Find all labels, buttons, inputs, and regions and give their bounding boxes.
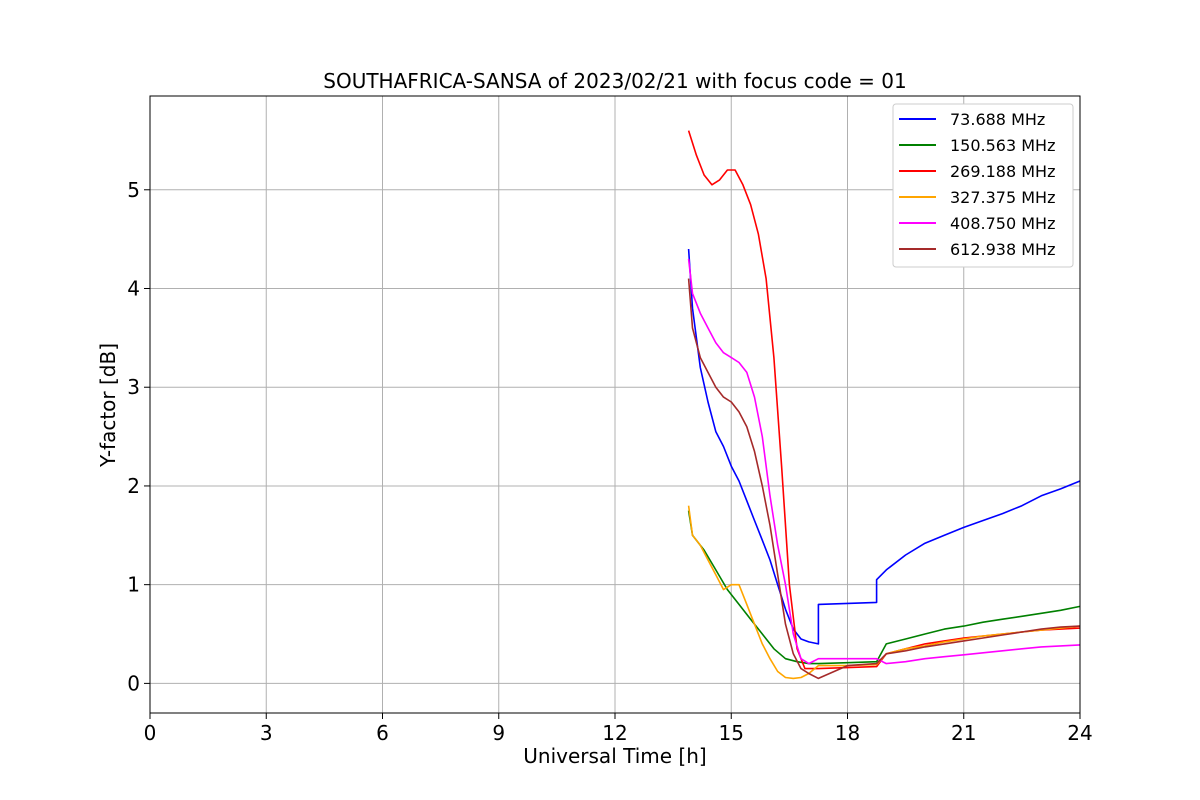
legend-label: 408.750 MHz bbox=[950, 214, 1055, 233]
y-tick-label: 5 bbox=[127, 178, 140, 202]
x-tick-label: 15 bbox=[719, 721, 744, 745]
x-tick-label: 3 bbox=[260, 721, 273, 745]
legend-label: 150.563 MHz bbox=[950, 136, 1055, 155]
y-tick-label: 2 bbox=[127, 474, 140, 498]
legend: 73.688 MHz 150.563 MHz 269.188 MHz 327.375 … bbox=[892, 103, 1074, 268]
series-lines bbox=[687, 130, 1081, 680]
grid bbox=[149, 96, 1081, 713]
legend-label: 269.188 MHz bbox=[950, 162, 1055, 181]
series-line bbox=[687, 248, 1081, 645]
y-tick-label: 4 bbox=[127, 277, 140, 301]
x-tick-label: 24 bbox=[1067, 721, 1092, 745]
x-axis-title: Universal Time [h] bbox=[523, 744, 706, 768]
x-tick-label: 6 bbox=[376, 721, 389, 745]
y-tick-label: 1 bbox=[127, 573, 140, 597]
series-line bbox=[687, 510, 1081, 665]
legend-label: 327.375 MHz bbox=[950, 188, 1055, 207]
x-tick-label: 12 bbox=[602, 721, 627, 745]
x-tick-label: 9 bbox=[492, 721, 505, 745]
series-line bbox=[687, 505, 1081, 680]
series-line bbox=[687, 278, 1081, 680]
y-tick-label: 3 bbox=[127, 375, 140, 399]
chart-title: SOUTHAFRICA-SANSA of 2023/02/21 with foc… bbox=[323, 69, 907, 93]
x-tick-label: 18 bbox=[835, 721, 860, 745]
legend-label: 612.938 MHz bbox=[950, 240, 1055, 259]
y-axis-title: Y-factor [dB] bbox=[96, 343, 120, 468]
y-tick-label: 0 bbox=[127, 671, 140, 695]
series-line bbox=[687, 258, 1081, 665]
x-tick-label: 0 bbox=[144, 721, 157, 745]
legend-box bbox=[892, 103, 1074, 268]
x-tick-label: 21 bbox=[951, 721, 976, 745]
legend-label: 73.688 MHz bbox=[950, 110, 1045, 129]
